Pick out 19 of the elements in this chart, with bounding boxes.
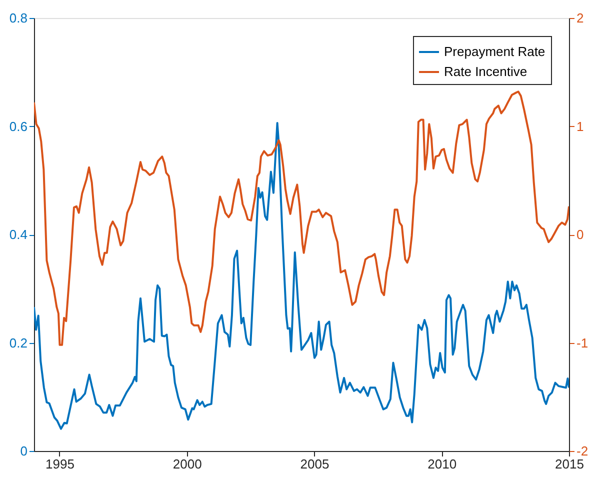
y2-tick-label: -2 <box>576 444 588 458</box>
legend-label: Rate Incentive <box>444 64 528 79</box>
line-series <box>34 122 569 430</box>
x-tick-label: 2005 <box>300 456 330 472</box>
x-tick-label: 2015 <box>555 456 584 472</box>
y2-tick-label: 0 <box>576 227 584 242</box>
legend-label: Prepayment Rate <box>444 44 546 59</box>
line-series <box>34 90 569 346</box>
y-tick-label: 0.2 <box>9 335 28 350</box>
y2-tick-label: 2 <box>576 10 584 26</box>
y-tick-label: 0 <box>20 444 28 458</box>
y-tick-label: 0.4 <box>9 227 28 242</box>
x-tick-label: 2000 <box>172 456 202 472</box>
x-tick-label: 1995 <box>46 456 74 472</box>
x-tick-label: 2010 <box>428 456 457 472</box>
y-tick-label: 0.8 <box>9 10 28 26</box>
y-tick-label: 0.6 <box>9 118 28 134</box>
y2-tick-label: -1 <box>576 335 588 350</box>
y2-tick-label: 1 <box>576 118 584 134</box>
